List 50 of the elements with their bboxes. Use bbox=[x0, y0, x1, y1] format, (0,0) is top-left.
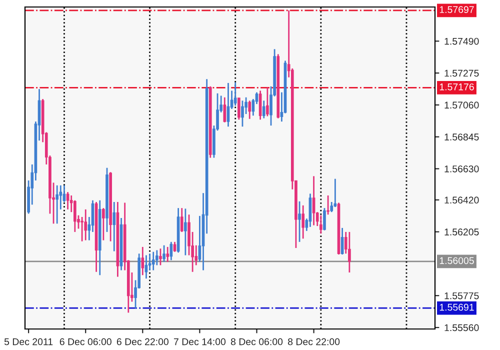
ref-line-label: 1.56005 bbox=[440, 257, 474, 264]
y-tick-label: 1.55560 bbox=[444, 324, 479, 332]
y-tick-label: 1.57275 bbox=[444, 70, 479, 77]
candlestick bbox=[312, 175, 316, 226]
candlestick bbox=[84, 208, 88, 241]
candlestick bbox=[241, 100, 244, 128]
candlestick bbox=[302, 204, 305, 240]
y-tick-label: 1.56420 bbox=[444, 196, 479, 204]
x-tick-label: 7 Dec 14:00 bbox=[174, 338, 226, 346]
candlestick bbox=[152, 251, 155, 271]
candlestick bbox=[173, 241, 176, 253]
y-tick-label: 1.56630 bbox=[444, 165, 479, 172]
y-tick-label: 1.57060 bbox=[444, 102, 479, 109]
y-tick-label: 1.55775 bbox=[444, 292, 479, 300]
y-tick-label: 1.56845 bbox=[444, 134, 479, 140]
y-tick-label: 1.56205 bbox=[444, 228, 479, 236]
ref-line-label: 1.57697 bbox=[440, 6, 474, 14]
x-tick-label: 8 Dec 06:00 bbox=[230, 338, 283, 346]
candlestick bbox=[184, 208, 187, 256]
candlestick bbox=[223, 96, 226, 123]
ref-line-label: 1.55691 bbox=[440, 304, 474, 311]
candlestick bbox=[326, 194, 330, 216]
candlestick bbox=[56, 184, 59, 224]
x-tick-label: 8 Dec 22:00 bbox=[288, 338, 340, 346]
candlestick bbox=[319, 214, 322, 234]
candlestick bbox=[180, 207, 184, 233]
candlestick bbox=[166, 246, 170, 263]
candlestick bbox=[248, 100, 252, 120]
candlestick bbox=[112, 201, 116, 252]
candlestick bbox=[262, 100, 266, 119]
candlestick bbox=[155, 250, 158, 266]
candlestick bbox=[73, 200, 76, 233]
candlestick bbox=[348, 231, 351, 274]
y-tick-label: 1.57490 bbox=[444, 38, 479, 45]
x-tick-label: 6 Dec 22:00 bbox=[116, 338, 168, 346]
ref-line-label: 1.57176 bbox=[440, 83, 474, 90]
candlestick bbox=[266, 86, 269, 117]
candlestick bbox=[226, 82, 230, 128]
x-tick-label: 6 Dec 06:00 bbox=[60, 338, 112, 346]
candlestick bbox=[102, 207, 105, 241]
candlestick bbox=[159, 248, 162, 266]
candlestick bbox=[162, 244, 166, 263]
candlestick bbox=[237, 97, 240, 120]
candlestick bbox=[334, 178, 337, 208]
candlestick bbox=[141, 246, 144, 276]
candlestick bbox=[298, 200, 301, 243]
candlestick bbox=[258, 90, 262, 120]
candlestick bbox=[323, 207, 326, 232]
candlestick bbox=[234, 82, 237, 106]
x-tick-label: 5 Dec 2011 bbox=[4, 338, 53, 346]
